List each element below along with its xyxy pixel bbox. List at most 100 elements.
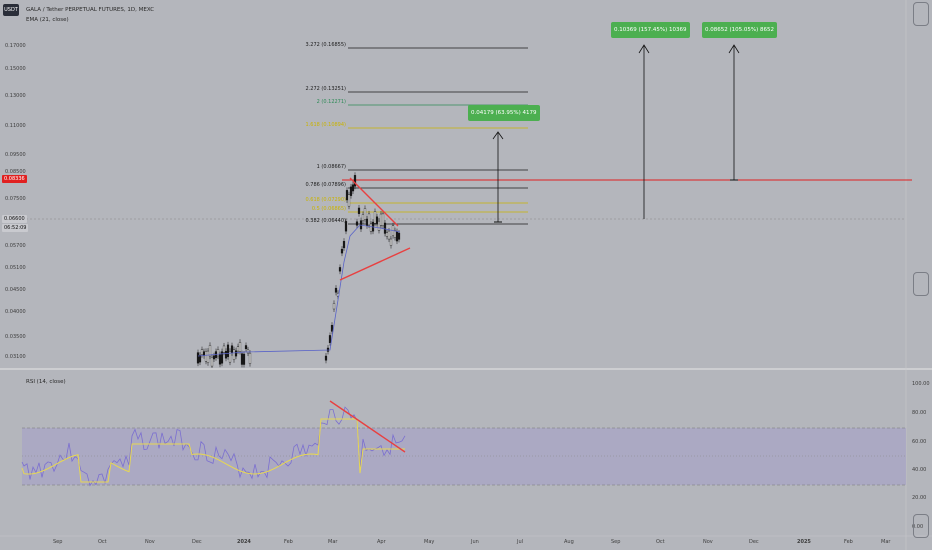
target-arrow-3[interactable] [728, 44, 740, 181]
rsi-tick-label: 0.00 [912, 524, 924, 530]
price-tick-label: 0.13000 [5, 93, 26, 99]
candle-body [244, 345, 248, 350]
candle-body [353, 175, 357, 187]
candle-body [363, 208, 367, 220]
candle-body [389, 238, 393, 246]
candle-body [236, 346, 240, 352]
fib-level-label: 1 (0.08667) [316, 164, 346, 170]
fib-level-label: 1.618 (0.10894) [305, 122, 346, 128]
ema-legend[interactable]: EMA (21, close) [26, 17, 69, 23]
current-price-label: 0.06600 [2, 215, 27, 223]
price-tick-label: 0.03500 [5, 334, 26, 340]
red-line-price-label: 0.08336 [2, 175, 27, 183]
candle-body [379, 213, 383, 226]
candle-body [216, 349, 220, 357]
candle-body [218, 354, 222, 365]
rsi-tick-label: 60.00 [912, 439, 927, 445]
price-tick-label: 0.17000 [5, 43, 26, 49]
time-tick-label: Jul [517, 539, 524, 545]
projection-label-3[interactable]: 0.08652 (105.05%) 8652 [702, 22, 777, 38]
price-tick-label: 0.04500 [5, 287, 26, 293]
rsi-tick-label: 20.00 [912, 495, 927, 501]
projection-label-1[interactable]: 0.04179 (63.95%) 4179 [468, 105, 540, 121]
candle-body [226, 344, 230, 357]
candle-body [332, 303, 336, 310]
candle-body [220, 351, 224, 364]
fib-level-label: 0.786 (0.07896) [305, 182, 346, 188]
candle-body [334, 287, 338, 293]
fib-level-label: 0.382 (0.06440) [305, 218, 346, 224]
time-tick-label: Apr [377, 539, 386, 545]
candle-body [324, 355, 328, 361]
candle-body [224, 351, 228, 359]
toolbar-toggle-top[interactable] [913, 2, 929, 26]
fib-level-label: 2 (0.12271) [316, 99, 346, 105]
time-tick-label: Feb [284, 539, 293, 545]
candle-body [230, 345, 234, 354]
candle-body [240, 353, 244, 365]
candle-body [338, 267, 342, 272]
price-tick-label: 0.04000 [5, 309, 26, 315]
candle-body [242, 353, 246, 365]
rsi-tick-label: 40.00 [912, 467, 927, 473]
candle-body [228, 351, 232, 363]
price-tick-label: 0.09500 [5, 152, 26, 158]
candle-body [208, 345, 212, 357]
rsi-legend[interactable]: RSI (14, close) [26, 379, 66, 385]
fib-level-label: 2.272 (0.13251) [305, 86, 346, 92]
candle-body [206, 350, 210, 363]
candlestick-series [196, 172, 401, 368]
candle-body [351, 184, 355, 192]
candle-body [385, 232, 389, 237]
candle-body [387, 230, 391, 240]
time-tick-label: Feb [844, 539, 853, 545]
candle-body [383, 222, 387, 234]
candle-body [328, 335, 332, 344]
time-tick-label: 2024 [237, 539, 251, 545]
time-tick-label: Mar [328, 539, 338, 545]
rsi-ma-line [21, 418, 405, 483]
candle-body [357, 207, 361, 214]
time-tick-label: Dec [749, 539, 759, 545]
descending-trendline[interactable] [349, 177, 399, 227]
candle-body [397, 232, 401, 240]
chart-title[interactable]: GALA / Tether PERPETUAL FUTURES, 1D, MEX… [26, 7, 155, 13]
target-arrow-2[interactable] [638, 44, 650, 219]
toolbar-toggle-middle[interactable] [913, 272, 929, 296]
candle-body [246, 349, 250, 354]
candle-body [355, 221, 359, 226]
symbol-badge[interactable]: USDT [3, 4, 19, 16]
bar-countdown: 06:52:09 [2, 224, 29, 232]
candle-body [232, 349, 236, 360]
candle-body [369, 223, 373, 232]
time-tick-label: Oct [98, 539, 107, 545]
rsi-band [22, 428, 906, 485]
candle-body [200, 349, 204, 355]
rsi-tick-label: 100.00 [912, 381, 930, 387]
candle-body [373, 211, 377, 224]
price-tick-label: 0.11000 [5, 123, 26, 129]
projection-label-2[interactable]: 0.10369 (157.45%) 10369 [611, 22, 690, 38]
ascending-trendline[interactable] [339, 247, 411, 281]
candle-body [375, 216, 379, 224]
candle-body [330, 324, 334, 332]
toolbar-toggle-bottom[interactable] [913, 514, 929, 538]
candle-body [222, 345, 226, 353]
time-tick-label: Jun [471, 539, 479, 545]
time-tick-label: 2025 [797, 539, 811, 545]
candle-body [212, 355, 216, 360]
candle-body [347, 194, 351, 207]
candle-body [381, 213, 385, 227]
rsi-divergence-trendline[interactable] [329, 400, 406, 453]
candle-body [234, 350, 238, 357]
candle-body [393, 230, 397, 238]
candle-body [345, 190, 349, 201]
time-tick-label: May [424, 539, 435, 545]
time-tick-label: Oct [656, 539, 665, 545]
ema-line [197, 224, 401, 357]
target-arrow-1[interactable] [492, 131, 504, 223]
candle-body [367, 213, 371, 226]
candle-body [238, 342, 242, 352]
